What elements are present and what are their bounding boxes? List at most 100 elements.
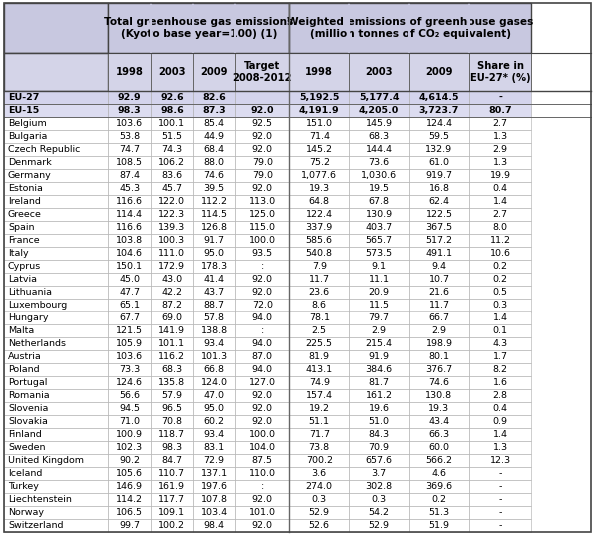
Text: 103.4: 103.4 xyxy=(201,508,228,517)
Bar xyxy=(235,428,289,441)
Text: -: - xyxy=(499,469,502,478)
Bar xyxy=(108,221,151,234)
Text: 51.3: 51.3 xyxy=(428,508,450,517)
Bar xyxy=(349,117,409,130)
Bar xyxy=(4,104,108,117)
Bar xyxy=(349,467,409,480)
Bar xyxy=(469,324,531,338)
Text: 137.1: 137.1 xyxy=(201,469,228,478)
Text: 4.3: 4.3 xyxy=(493,339,508,348)
Text: Turkey: Turkey xyxy=(8,482,39,491)
Bar xyxy=(151,350,193,363)
Text: 0.2: 0.2 xyxy=(431,495,446,504)
Bar xyxy=(349,208,409,221)
Bar xyxy=(349,221,409,234)
Text: 68.3: 68.3 xyxy=(368,132,390,141)
Bar xyxy=(349,311,409,324)
Text: 19.5: 19.5 xyxy=(368,184,390,193)
Bar xyxy=(193,454,235,467)
Text: 98.3: 98.3 xyxy=(161,443,183,452)
Bar xyxy=(349,350,409,363)
Text: 79.0: 79.0 xyxy=(252,158,273,167)
Bar xyxy=(289,454,349,467)
Text: 117.7: 117.7 xyxy=(158,495,186,504)
Text: 106.2: 106.2 xyxy=(158,158,186,167)
Text: 101.1: 101.1 xyxy=(158,339,186,348)
Text: 225.5: 225.5 xyxy=(306,339,333,348)
Text: -: - xyxy=(499,482,502,491)
Bar xyxy=(235,389,289,402)
Text: Finland: Finland xyxy=(8,430,42,439)
Text: 92.9: 92.9 xyxy=(118,93,142,102)
Text: 565.7: 565.7 xyxy=(365,235,393,244)
Bar xyxy=(289,104,349,117)
Text: 51.9: 51.9 xyxy=(428,521,449,530)
Bar xyxy=(235,493,289,506)
Bar xyxy=(4,363,108,376)
Bar xyxy=(108,104,151,117)
Text: 9.1: 9.1 xyxy=(372,262,387,271)
Bar xyxy=(193,182,235,195)
Bar xyxy=(289,195,349,208)
Bar xyxy=(4,143,108,156)
Text: 5,177.4: 5,177.4 xyxy=(359,93,399,102)
Text: Slovenia: Slovenia xyxy=(8,404,48,413)
Bar xyxy=(151,234,193,247)
Bar xyxy=(193,363,235,376)
Bar xyxy=(349,454,409,467)
Text: -: - xyxy=(499,495,502,504)
Bar xyxy=(235,506,289,519)
Text: 85.4: 85.4 xyxy=(203,119,225,128)
Bar xyxy=(151,389,193,402)
Text: 87.3: 87.3 xyxy=(202,106,226,115)
Bar xyxy=(409,428,469,441)
Bar xyxy=(469,506,531,519)
Bar xyxy=(349,299,409,311)
Bar xyxy=(349,493,409,506)
Bar xyxy=(349,363,409,376)
Bar xyxy=(151,493,193,506)
Text: 66.8: 66.8 xyxy=(203,365,225,374)
Text: 0.2: 0.2 xyxy=(493,262,508,271)
Text: 4,191.9: 4,191.9 xyxy=(299,106,340,115)
Bar xyxy=(235,273,289,286)
Bar xyxy=(151,208,193,221)
Bar xyxy=(469,493,531,506)
Text: 52.6: 52.6 xyxy=(309,521,330,530)
Text: 141.9: 141.9 xyxy=(158,326,186,335)
Text: 53.8: 53.8 xyxy=(119,132,140,141)
Bar xyxy=(235,286,289,299)
Bar xyxy=(108,156,151,169)
Bar xyxy=(409,363,469,376)
Text: 138.8: 138.8 xyxy=(201,326,228,335)
Bar xyxy=(349,441,409,454)
Text: 369.6: 369.6 xyxy=(425,482,453,491)
Text: 88.7: 88.7 xyxy=(203,301,225,310)
Text: 54.2: 54.2 xyxy=(368,508,390,517)
Text: 2.9: 2.9 xyxy=(372,326,387,335)
Text: 93.4: 93.4 xyxy=(203,430,225,439)
Text: Malta: Malta xyxy=(8,326,35,335)
Bar xyxy=(235,156,289,169)
Bar xyxy=(469,259,531,273)
Text: 1.4: 1.4 xyxy=(493,197,508,206)
Text: 127.0: 127.0 xyxy=(249,378,275,387)
Bar xyxy=(108,454,151,467)
Bar xyxy=(151,506,193,519)
Text: 21.6: 21.6 xyxy=(428,287,449,296)
Bar xyxy=(193,286,235,299)
Text: 4.6: 4.6 xyxy=(431,469,446,478)
Bar xyxy=(349,169,409,182)
Text: 12.3: 12.3 xyxy=(490,456,511,465)
Bar xyxy=(4,286,108,299)
Text: 5,192.5: 5,192.5 xyxy=(299,93,339,102)
Bar xyxy=(108,402,151,415)
Text: 19.2: 19.2 xyxy=(309,404,330,413)
Text: 83.6: 83.6 xyxy=(161,171,183,180)
Bar xyxy=(409,376,469,389)
Bar xyxy=(289,441,349,454)
Bar xyxy=(349,273,409,286)
Bar xyxy=(193,324,235,338)
Text: 92.0: 92.0 xyxy=(252,145,273,154)
Bar xyxy=(108,493,151,506)
